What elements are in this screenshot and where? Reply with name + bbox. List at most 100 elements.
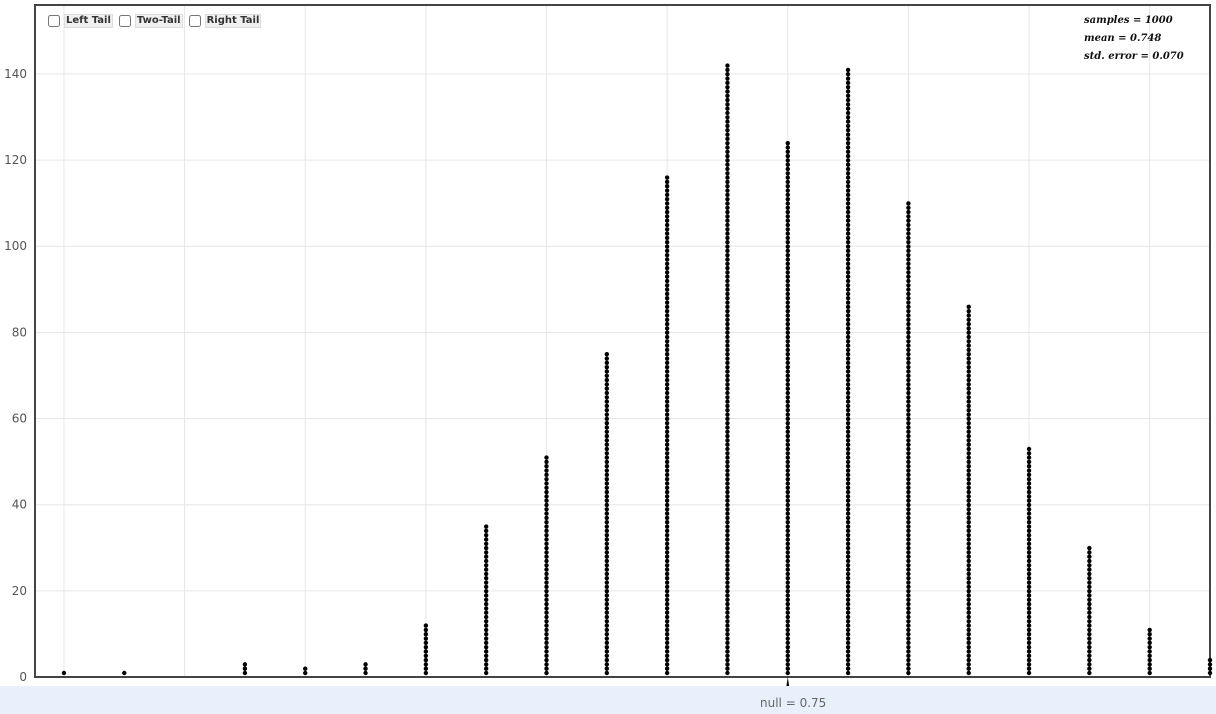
dot: [664, 429, 670, 434]
dot: [785, 429, 790, 434]
dot: [664, 192, 670, 198]
dot: [906, 498, 911, 503]
dot: [1026, 593, 1032, 598]
left-tail-checkbox[interactable]: [48, 15, 60, 27]
dot: [785, 588, 790, 594]
dot: [423, 636, 429, 641]
dot: [906, 580, 911, 585]
dot: [966, 580, 971, 585]
dot: [544, 580, 549, 585]
dot: [966, 369, 971, 374]
dot: [604, 356, 610, 361]
dot: [725, 343, 730, 348]
dot: [544, 649, 549, 654]
dot: [966, 360, 971, 366]
dot: [725, 412, 730, 417]
y-tick-label: 100: [4, 239, 27, 253]
dot: [604, 352, 610, 357]
dot: [604, 390, 610, 396]
dot: [785, 416, 790, 422]
dot: [845, 511, 851, 516]
dot: [604, 464, 610, 469]
dot: [906, 576, 911, 581]
dot: [785, 425, 790, 430]
dot: [604, 532, 610, 538]
dot: [544, 489, 549, 495]
dot: [966, 576, 971, 581]
dot: [785, 373, 790, 378]
dot: [725, 511, 730, 516]
right-tail-checkbox[interactable]: [188, 15, 201, 27]
dot: [906, 567, 911, 572]
right-tail-label[interactable]: Right Tail: [204, 14, 262, 28]
dot: [664, 653, 670, 658]
dot: [664, 459, 670, 465]
dot: [544, 485, 549, 490]
stat-mean: mean = 0.748: [1084, 33, 1162, 44]
dot: [845, 364, 851, 370]
dot: [1026, 515, 1032, 521]
dot: [785, 601, 790, 607]
dot: [845, 476, 851, 482]
dot: [483, 601, 489, 607]
dot: [725, 296, 730, 301]
dot: [664, 390, 670, 396]
dot: [845, 278, 851, 284]
dot: [604, 412, 610, 417]
dot: [664, 270, 670, 275]
dot: [906, 420, 911, 426]
two-tail-checkbox[interactable]: [118, 15, 131, 27]
dot: [966, 459, 971, 465]
dot: [966, 524, 971, 529]
left-tail-label[interactable]: Left Tail: [64, 14, 113, 28]
dot: [1087, 567, 1092, 572]
dot: [1026, 528, 1032, 534]
dot: [906, 433, 911, 439]
dot: [423, 632, 429, 637]
dot: [785, 472, 790, 478]
dot: [966, 416, 971, 422]
dot: [664, 550, 670, 555]
dot: [906, 571, 911, 577]
dot: [966, 550, 971, 555]
dot: [664, 300, 670, 305]
dot: [785, 222, 790, 228]
dot: [423, 627, 429, 633]
dot: [1026, 494, 1032, 499]
dot: [725, 584, 730, 590]
dot: [906, 468, 911, 473]
two-tail-label[interactable]: Two-Tail: [134, 14, 183, 28]
bottom-strip: [0, 686, 1216, 714]
dot: [906, 537, 911, 542]
dot: [1087, 593, 1092, 598]
dot: [604, 377, 610, 383]
dot: [664, 476, 670, 482]
dot: [1026, 576, 1032, 581]
dot: [725, 352, 730, 357]
dot: [785, 330, 790, 335]
y-tick-label: 20: [12, 584, 27, 598]
dot: [725, 317, 730, 322]
dot: [785, 360, 790, 366]
dot: [664, 502, 670, 508]
dot: [604, 468, 610, 473]
dot: [845, 252, 851, 258]
dot: [785, 545, 790, 551]
dot: [725, 244, 730, 249]
dot: [966, 563, 971, 568]
dot: [1207, 657, 1213, 663]
dot: [664, 541, 670, 546]
dot: [785, 532, 790, 538]
dot: [664, 606, 670, 611]
dot: [966, 308, 971, 314]
dot: [966, 584, 971, 590]
dot: [483, 558, 489, 564]
dot: [906, 300, 911, 305]
dot: [845, 240, 851, 245]
dot: [785, 356, 790, 361]
dot: [544, 606, 549, 611]
dot: [544, 554, 549, 559]
dot: [845, 571, 851, 577]
dot: [966, 364, 971, 370]
dot: [906, 317, 911, 322]
